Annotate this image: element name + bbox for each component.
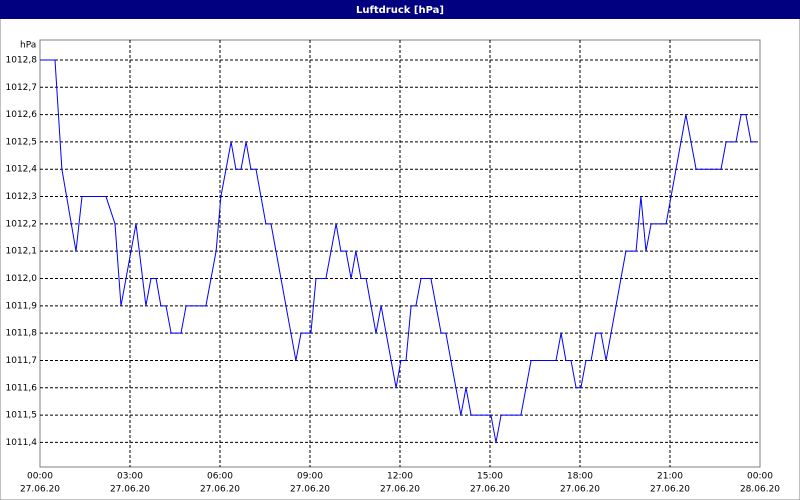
x-tick-date: 27.06.20 (380, 485, 420, 495)
y-tick-label: 1012,2 (6, 219, 38, 229)
y-tick-label: 1011,9 (6, 301, 38, 311)
x-tick-label: 15:00 (477, 472, 503, 482)
data-line (40, 59, 757, 443)
y-tick-label: 1011,8 (6, 329, 38, 339)
x-tick-label: 21:00 (657, 472, 683, 482)
y-tick-label: 1012,6 (6, 110, 38, 120)
x-tick-date: 27.06.20 (110, 485, 150, 495)
x-tick-label: 06:00 (207, 472, 233, 482)
x-tick-date: 27.06.20 (20, 485, 60, 495)
y-axis-label: hPa (20, 41, 36, 51)
x-tick-date: 27.06.20 (560, 485, 600, 495)
y-tick-label: 1011,5 (6, 411, 38, 421)
x-tick-label: 03:00 (117, 472, 143, 482)
y-tick-label: 1012,3 (6, 192, 38, 202)
y-tick-label: 1012,5 (6, 137, 38, 147)
x-tick-label: 18:00 (567, 472, 593, 482)
y-tick-label: 1012,7 (6, 83, 38, 93)
x-tick-label: 00:00 (747, 472, 773, 482)
x-tick-date: 27.06.20 (470, 485, 510, 495)
chart-title: Luftdruck [hPa] (356, 5, 444, 16)
y-tick-label: 1011,7 (6, 356, 38, 366)
x-tick-label: 00:00 (27, 472, 53, 482)
x-tick-date: 27.06.20 (200, 485, 240, 495)
y-tick-label: 1012,4 (6, 165, 38, 175)
y-tick-label: 1011,6 (6, 383, 38, 393)
title-bar (0, 0, 800, 19)
y-tick-label: 1012,1 (6, 247, 38, 257)
y-tick-label: 1012,0 (6, 274, 38, 284)
x-tick-label: 09:00 (297, 472, 323, 482)
y-tick-label: 1012,8 (6, 55, 38, 65)
x-tick-date: 27.06.20 (290, 485, 330, 495)
x-tick-date: 27.06.20 (650, 485, 690, 495)
x-tick-date: 28.06.20 (740, 485, 780, 495)
y-tick-label: 1011,4 (6, 438, 38, 448)
x-tick-label: 12:00 (387, 472, 413, 482)
